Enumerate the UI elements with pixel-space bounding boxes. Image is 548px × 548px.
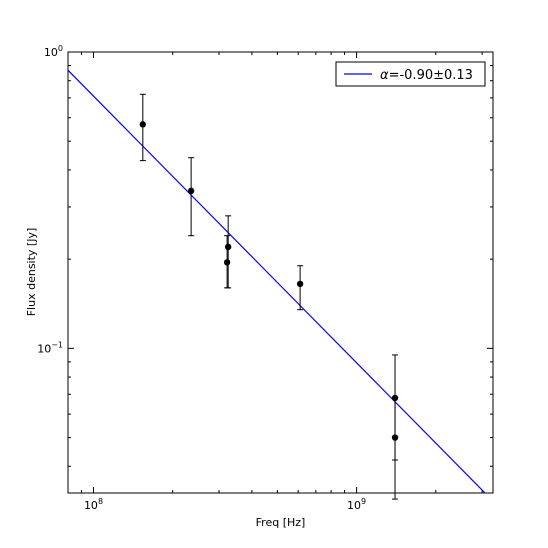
data-point: [391, 397, 399, 500]
point-marker: [224, 243, 232, 251]
legend-alpha-symbol: α: [380, 68, 389, 83]
plot-frame: [67, 51, 494, 494]
legend-label: α=-0.90±0.13: [380, 68, 473, 83]
x-tick-label-base: 10: [84, 499, 98, 512]
x-tick-label-exponent: 9: [361, 497, 366, 506]
data-point: [224, 215, 232, 289]
x-axis-label: Freq [Hz]: [256, 516, 306, 529]
data-point: [296, 265, 304, 311]
x-tick-label: 109: [347, 497, 366, 512]
legend-alpha-value: =-0.90±0.13: [389, 68, 473, 83]
y-axis-label: Flux density [Jy]: [25, 228, 38, 317]
point-marker: [296, 280, 304, 288]
y-tick-label: 10−1: [37, 340, 63, 355]
point-marker: [391, 434, 399, 441]
point-marker: [187, 187, 195, 195]
y-tick-label-exponent: −1: [51, 340, 63, 349]
data-point: [139, 93, 147, 162]
legend: α=-0.90±0.13: [335, 61, 486, 87]
point-marker: [223, 259, 231, 266]
point-marker: [139, 121, 147, 128]
y-tick-label: 100: [44, 44, 63, 59]
y-tick-label-base: 10: [44, 46, 58, 59]
data-point: [187, 157, 195, 237]
x-tick-label-base: 10: [347, 499, 361, 512]
fit-line: [68, 69, 486, 493]
x-tick-label-exponent: 8: [98, 497, 103, 506]
data-point: [223, 235, 231, 289]
y-tick-label-base: 10: [37, 342, 51, 355]
fit-line-layer: [68, 69, 486, 493]
y-tick-label-exponent: 0: [58, 44, 63, 53]
x-tick-label: 108: [84, 497, 103, 512]
data-points-layer: [139, 93, 399, 500]
